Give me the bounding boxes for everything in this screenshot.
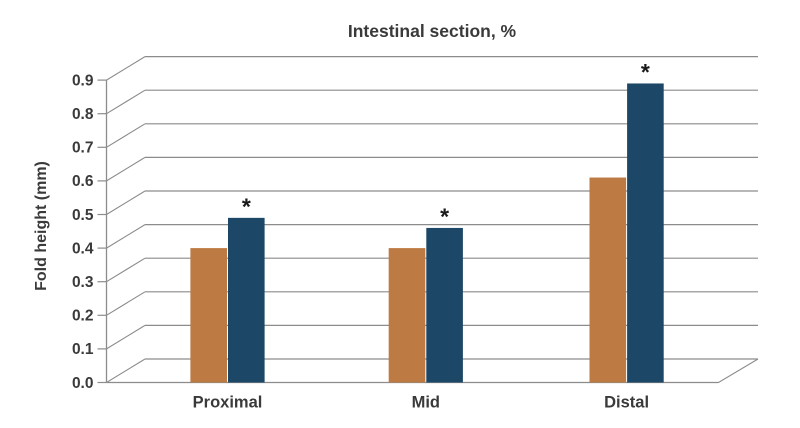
y-tick-label: 0.7 [72, 140, 94, 157]
y-tick-label: 0.4 [72, 240, 94, 257]
bar-blue-series-distal [627, 83, 664, 383]
floor-right-diagonal [718, 358, 759, 383]
depth-diagonal [106, 156, 146, 182]
bar-orange-series-mid [388, 248, 426, 383]
x-category-label-distal: Distal [604, 394, 649, 412]
x-category-label-proximal: Proximal [193, 394, 263, 412]
y-tick-label: 0.1 [72, 341, 94, 358]
chart-title: Intestinal section, % [348, 21, 517, 41]
depth-diagonal [106, 257, 146, 283]
depth-diagonal [106, 324, 146, 350]
y-tick-label: 0.5 [72, 207, 94, 224]
significance-asterisk: * [641, 59, 650, 85]
y-tick-label: 0.2 [72, 308, 94, 325]
depth-diagonal [106, 291, 146, 316]
bar-blue-series-proximal [228, 217, 265, 383]
depth-diagonal [106, 358, 146, 383]
y-tick-label: 0.8 [72, 106, 94, 123]
depth-diagonal [106, 224, 146, 249]
y-tick-label: 0.6 [72, 173, 94, 190]
bar-orange-series-proximal [190, 248, 227, 383]
y-tick-label: 0.3 [72, 274, 94, 291]
significance-asterisk: * [440, 203, 449, 229]
y-tick-label: 0.0 [72, 375, 94, 392]
x-category-label-mid: Mid [412, 394, 440, 412]
depth-diagonal [106, 89, 146, 115]
depth-diagonal [106, 190, 146, 215]
y-axis-label: Fold height (mm) [33, 161, 50, 291]
significance-asterisk: * [242, 193, 251, 219]
plot-area: 0.0 0.1 0.2 0.3 0.4 0.5 0.6 0.7 0.8 0.9 * * * Proxima… [72, 55, 759, 412]
depth-diagonal [106, 123, 146, 148]
depth-diagonal [106, 56, 146, 81]
bar-orange-series-distal [589, 177, 627, 383]
y-tick-label: 0.9 [72, 72, 94, 89]
bar-blue-series-mid [426, 227, 463, 383]
